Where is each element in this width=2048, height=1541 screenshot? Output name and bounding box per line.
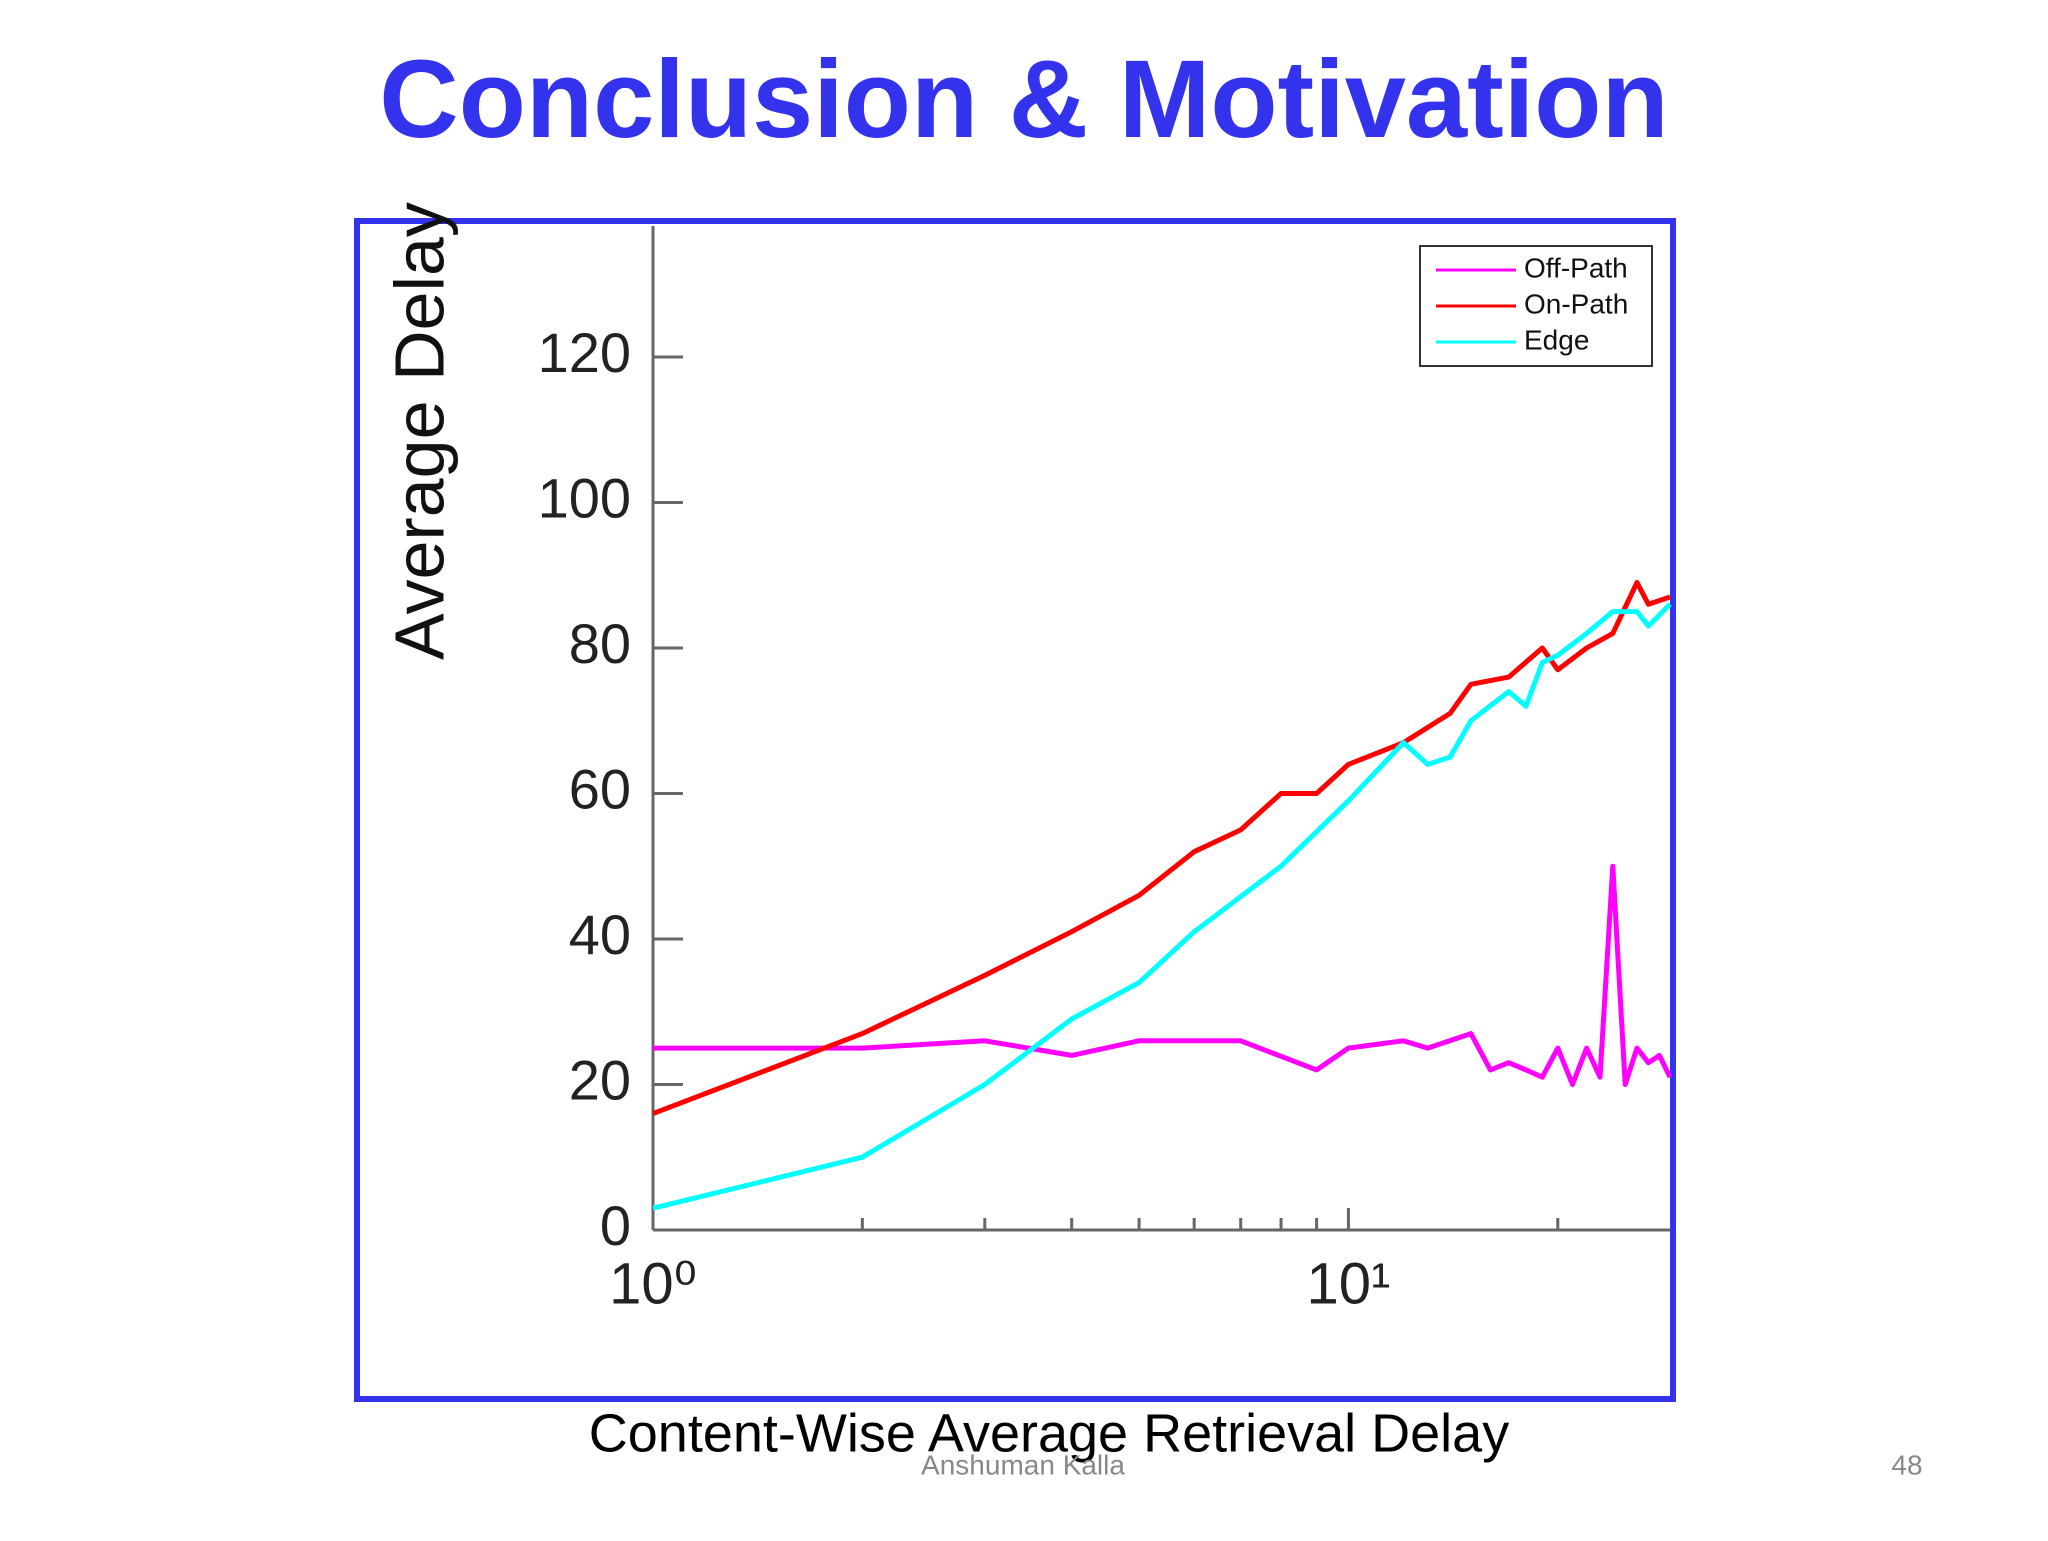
caption: Content-Wise Average Retrieval Delay — [589, 1403, 1509, 1463]
legend-label: On-Path — [1524, 288, 1628, 319]
legend-label: Off-Path — [1524, 252, 1628, 283]
y-axis-label: Average Delay — [380, 202, 458, 660]
y-tick-label: 120 — [538, 321, 631, 384]
legend-label: Edge — [1524, 324, 1589, 355]
y-tick-label: 20 — [569, 1048, 631, 1111]
series-line — [652, 602, 1672, 1211]
y-tick-label: 40 — [569, 903, 631, 966]
page-number: 48 — [1891, 1449, 1922, 1480]
y-tick-label: 0 — [600, 1194, 631, 1257]
x-tick-label: 10⁰ — [609, 1251, 697, 1316]
footer: Anshuman Kalla — [921, 1449, 1125, 1480]
x-tick-label: 10¹ — [1307, 1251, 1391, 1316]
y-tick-label: 80 — [569, 612, 631, 675]
y-tick-label: 100 — [538, 466, 631, 529]
slide-title: Conclusion & Motivation — [379, 38, 1668, 161]
series-line — [653, 863, 1673, 1087]
y-tick-label: 60 — [569, 757, 631, 820]
chart-frame — [354, 218, 1676, 1402]
